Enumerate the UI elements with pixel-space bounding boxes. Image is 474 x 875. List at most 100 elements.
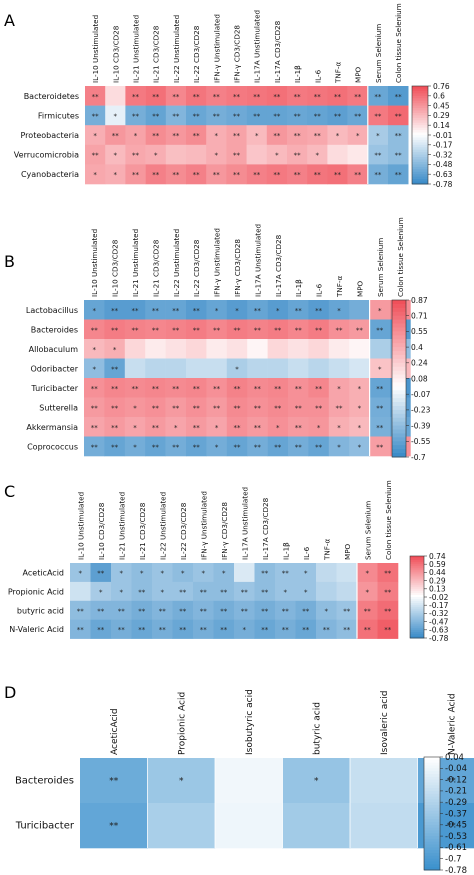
heatmap-cell [388, 164, 409, 185]
significance-mark: ** [77, 626, 85, 634]
significance-mark: ** [97, 607, 105, 615]
heatmap-cell [266, 86, 288, 106]
colorbar-segment [392, 405, 406, 411]
colorbar-tick-label: 0.45 [433, 101, 450, 110]
heatmap-cell [226, 319, 248, 340]
significance-mark: ** [193, 307, 201, 315]
colorbar-segment [392, 351, 406, 356]
heatmap-cell [247, 319, 268, 340]
heatmap-cell [206, 164, 227, 185]
colorbar-segment [424, 821, 440, 826]
significance-mark: * [366, 569, 370, 577]
column-label: IFN-γ CD3/CD28 [220, 502, 229, 560]
heatmap-cell [80, 803, 148, 849]
column-label: Colon tissue Selenium [384, 480, 393, 560]
heatmap-cell [308, 436, 330, 457]
colorbar-segment [424, 824, 440, 829]
colorbar-segment [424, 779, 440, 783]
colorbar-segment [410, 584, 424, 588]
significance-mark: ** [193, 385, 201, 393]
significance-mark: ** [274, 326, 282, 334]
significance-mark: ** [172, 171, 180, 179]
row-label: AceticAcid [23, 568, 64, 577]
heatmap-cell [145, 319, 166, 340]
column-label: IL-6 [313, 69, 322, 83]
colorbar-segment [392, 382, 406, 387]
colorbar-tick-label: 0.08 [411, 374, 428, 383]
significance-mark: * [181, 569, 185, 577]
colorbar-segment [410, 611, 424, 614]
colorbar-segment [424, 816, 440, 820]
colorbar-segment [424, 853, 440, 857]
colorbar-segment [412, 130, 428, 134]
colorbar-segment [410, 623, 424, 627]
heatmap-cell [104, 397, 126, 418]
significance-mark: ** [274, 443, 282, 451]
significance-mark: ** [234, 326, 242, 334]
significance-mark: ** [179, 626, 187, 634]
column-label: IL-17A CD3/CD28 [273, 20, 282, 83]
significance-mark: ** [253, 171, 261, 179]
heatmap-cell [186, 125, 207, 146]
significance-mark: ** [132, 385, 140, 393]
heatmap-cell [287, 164, 308, 185]
significance-mark: ** [334, 112, 342, 120]
significance-mark: * [215, 132, 219, 140]
significance-mark: ** [334, 171, 342, 179]
heatmap-cell [287, 125, 308, 146]
significance-mark: * [93, 132, 97, 140]
significance-mark: ** [384, 607, 392, 615]
significance-mark: ** [302, 626, 310, 634]
heatmap-cell [125, 144, 146, 165]
significance-mark: * [79, 569, 83, 577]
heatmap-cell [266, 144, 288, 165]
heatmap-cell [247, 436, 268, 457]
significance-mark: ** [220, 588, 228, 596]
heatmap-cell [234, 563, 255, 583]
column-label: IL-22 Unstimulated [172, 229, 181, 297]
heatmap-cell [145, 86, 167, 106]
heatmap-cell [328, 319, 350, 340]
significance-mark: ** [274, 404, 282, 412]
heatmap-cell [328, 339, 350, 359]
heatmap-cell [172, 619, 194, 639]
heatmap-cell [369, 417, 391, 437]
significance-mark: ** [295, 404, 303, 412]
significance-mark: ** [447, 822, 457, 832]
colorbar-segment [424, 802, 440, 806]
significance-mark: * [120, 588, 124, 596]
significance-mark: * [161, 588, 165, 596]
significance-mark: ** [395, 152, 403, 160]
colorbar-segment [424, 807, 440, 812]
significance-mark: * [316, 152, 320, 160]
panel-letter-c: C [4, 482, 15, 501]
colorbar-tick-label: 0.14 [433, 121, 450, 130]
significance-mark: ** [447, 777, 457, 787]
heatmap-cell [124, 358, 146, 379]
colorbar-tick-label: -0.21 [445, 787, 467, 797]
significance-mark: ** [261, 626, 269, 634]
heatmap-cell [111, 619, 132, 639]
heatmap-cell [367, 86, 389, 106]
column-label: Propionic Acid [177, 692, 187, 755]
significance-mark: * [215, 424, 219, 432]
heatmap-cell [84, 397, 105, 418]
heatmap-cell [125, 86, 146, 106]
colorbar-segment [410, 570, 424, 573]
significance-mark: ** [179, 588, 187, 596]
colorbar-segment [392, 362, 406, 368]
significance-mark: * [154, 152, 158, 160]
heatmap-cell [172, 581, 194, 602]
row-label: butyric acid [17, 606, 64, 615]
row-label: Cyanobacteria [21, 170, 79, 179]
column-label: IL-1β [281, 542, 290, 560]
colorbar-segment [392, 394, 406, 399]
significance-mark: * [222, 569, 226, 577]
significance-mark: ** [213, 93, 221, 101]
significance-mark: ** [374, 171, 382, 179]
heatmap-cell [186, 378, 207, 398]
significance-mark: ** [152, 443, 160, 451]
heatmap-cell [307, 144, 328, 165]
colorbar-tick-label: -0.61 [445, 843, 467, 853]
heatmap-cell [124, 339, 146, 359]
